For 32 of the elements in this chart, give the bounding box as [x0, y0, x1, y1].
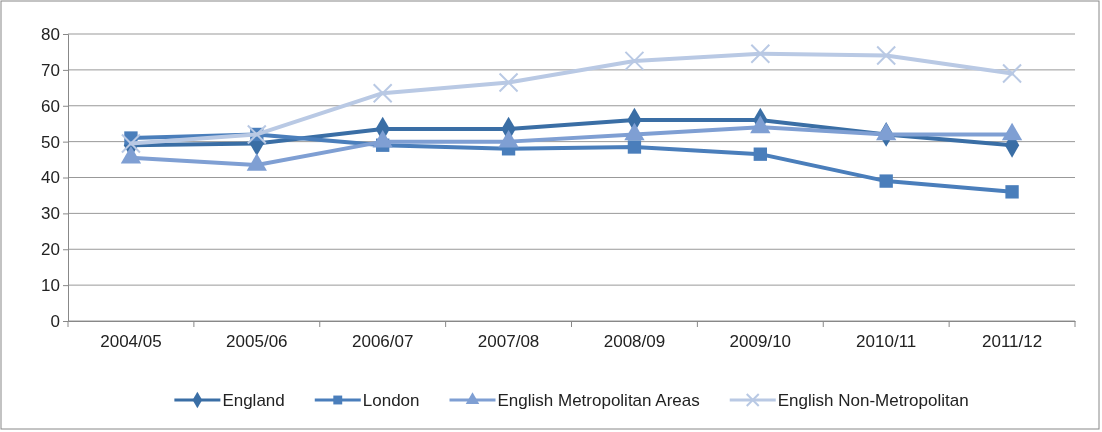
x-tick-label: 2005/06	[226, 332, 288, 352]
y-tick-label: 70	[41, 60, 60, 80]
y-tick-label: 50	[41, 132, 60, 152]
legend-label: London	[362, 391, 420, 410]
y-tick-label: 40	[41, 168, 60, 188]
point	[372, 83, 393, 104]
y-tick-label: 10	[41, 276, 60, 296]
point	[1005, 185, 1019, 199]
x-tick-label: 2009/10	[729, 332, 792, 352]
y-tick-label: 60	[41, 96, 60, 116]
y-tick-label: 30	[41, 204, 60, 224]
y-tick-label: 20	[41, 240, 60, 260]
x-tick-label: 2010/11	[856, 332, 917, 352]
x-tick-label: 2004/05	[100, 332, 162, 352]
x-tick-label: 2008/09	[603, 332, 666, 352]
y-tick-label: 80	[41, 24, 60, 44]
x-tick-label: 2011/12	[981, 332, 1043, 352]
x-tick-label: 2007/08	[477, 332, 540, 352]
point	[750, 43, 771, 64]
legend-label: English Non-Metropolitan	[777, 391, 969, 410]
point	[498, 72, 519, 93]
legend-label: English Metropolitan Areas	[497, 391, 700, 410]
point	[624, 50, 645, 71]
point	[1002, 63, 1023, 84]
point	[627, 140, 642, 154]
point	[120, 133, 141, 154]
x-tick-label: 2006/07	[351, 332, 414, 352]
legend-label: England	[222, 391, 285, 410]
point	[876, 45, 897, 66]
point	[753, 147, 767, 161]
y-tick-label: 0	[50, 311, 60, 331]
point	[879, 174, 893, 188]
